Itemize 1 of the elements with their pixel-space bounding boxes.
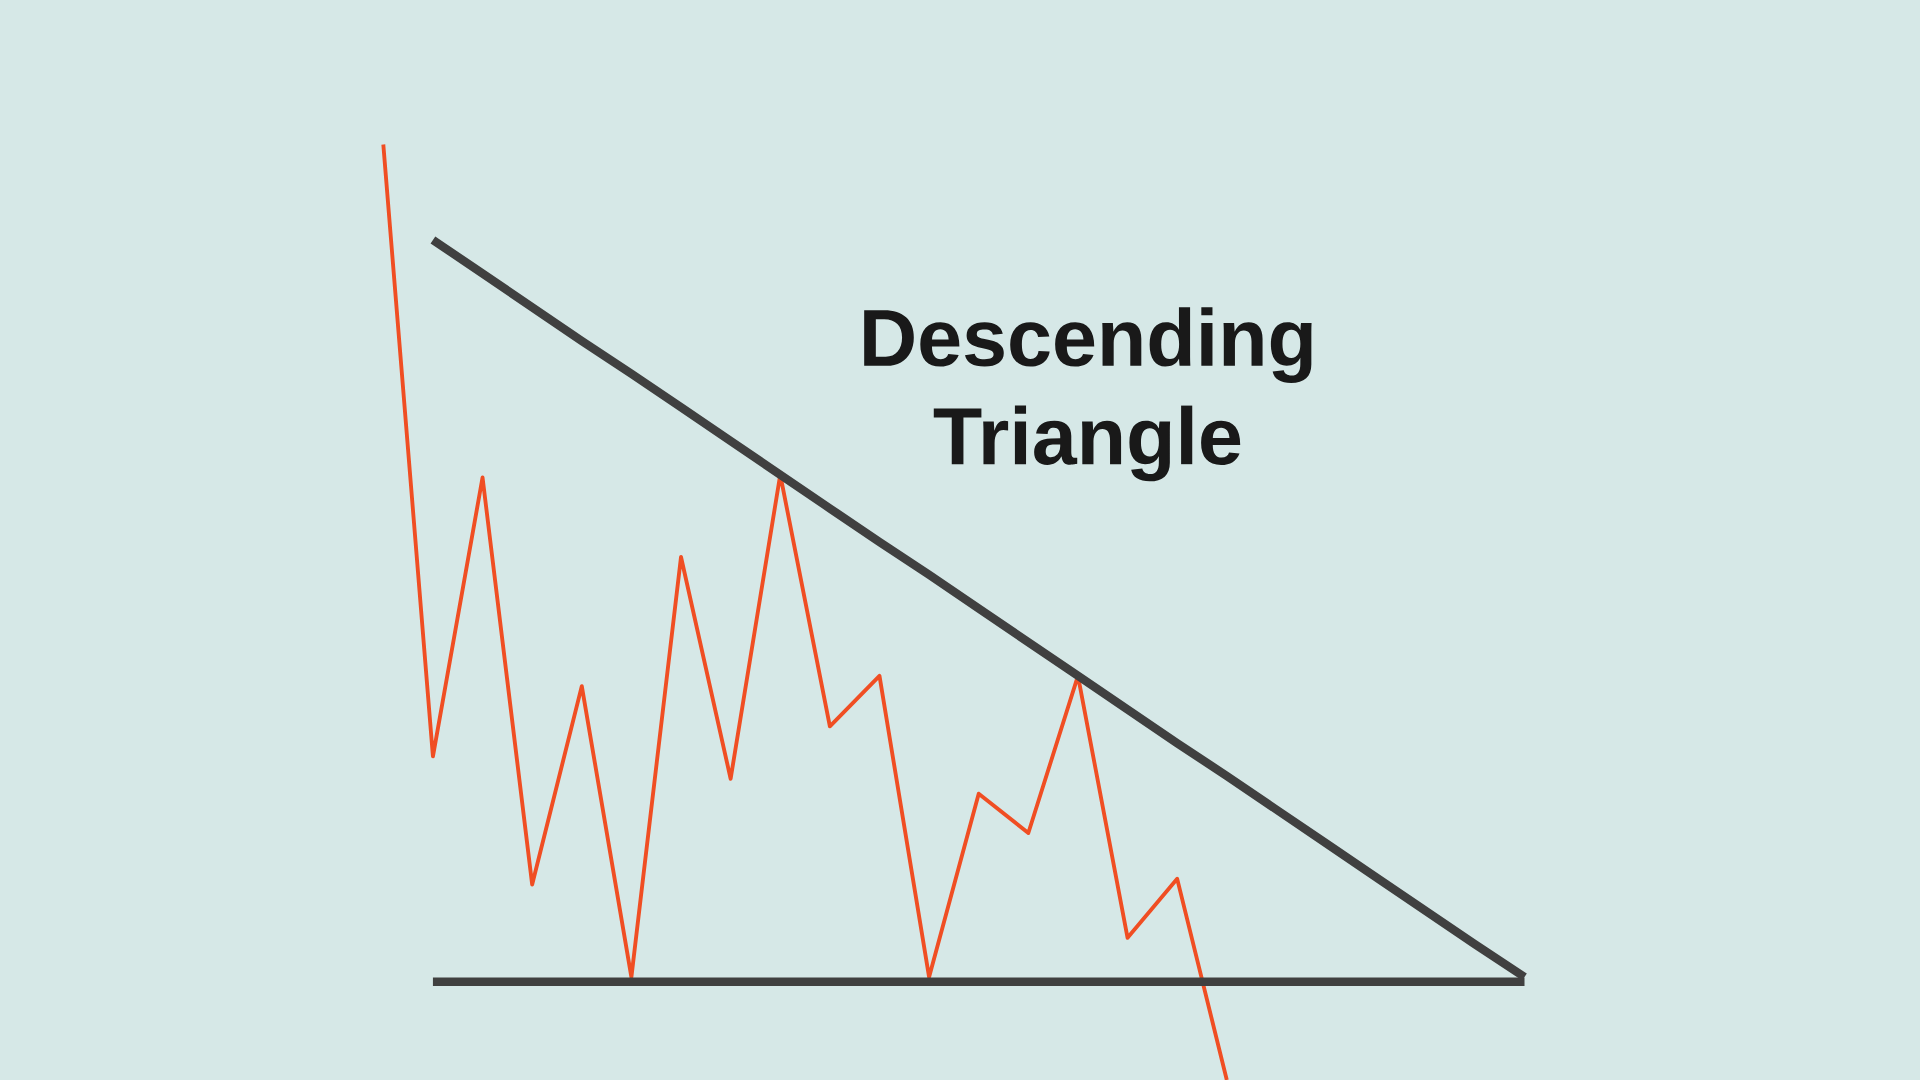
text: Descending Triangle [864,307,1312,482]
